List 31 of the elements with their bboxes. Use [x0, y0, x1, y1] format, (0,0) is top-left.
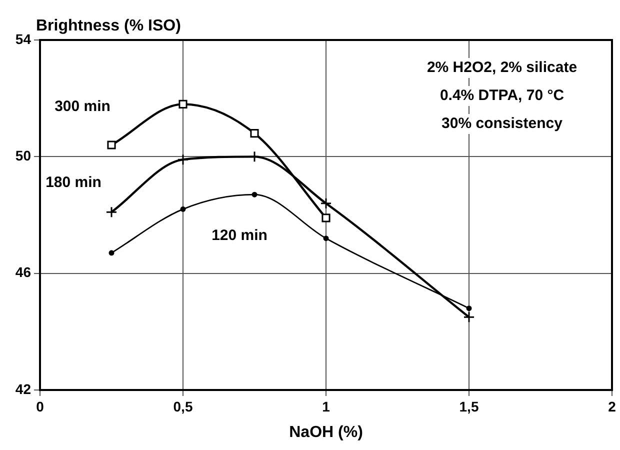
x-tick-label: 2: [608, 398, 616, 414]
x-axis-title: NaOH (%): [289, 424, 363, 441]
series-label: 300 min: [54, 98, 110, 116]
x-tick-label: 1: [322, 398, 330, 414]
point: [107, 140, 116, 150]
y-tick-label: 54: [15, 30, 32, 47]
y-tick-label: 46: [15, 264, 32, 280]
point: [466, 306, 472, 312]
point: [463, 311, 475, 323]
point: [248, 150, 260, 162]
x-tick-label: 1,5: [459, 398, 479, 414]
point: [177, 154, 189, 166]
point: [322, 214, 330, 222]
point: [106, 206, 118, 218]
point: [250, 129, 259, 138]
point: [180, 206, 186, 212]
y-tick-label: 50: [15, 148, 32, 164]
point: [178, 100, 188, 108]
annotation: 0.4% DTPA, 70 °C: [440, 87, 564, 104]
series-label: 120 min: [212, 227, 268, 244]
annotation: 30% consistency: [442, 115, 564, 132]
y-axis-title: Brightness (% ISO): [36, 17, 181, 34]
series-label: 180 min: [46, 174, 102, 192]
y-tick-label: 42: [15, 380, 32, 397]
x-tick-label: 0: [36, 398, 44, 414]
point: [323, 236, 329, 242]
x-tick-label: 0,5: [173, 398, 193, 414]
point: [320, 198, 332, 210]
annotation: 2% H2O2, 2% silicate: [426, 59, 578, 76]
point: [108, 250, 114, 256]
point: [252, 192, 258, 198]
